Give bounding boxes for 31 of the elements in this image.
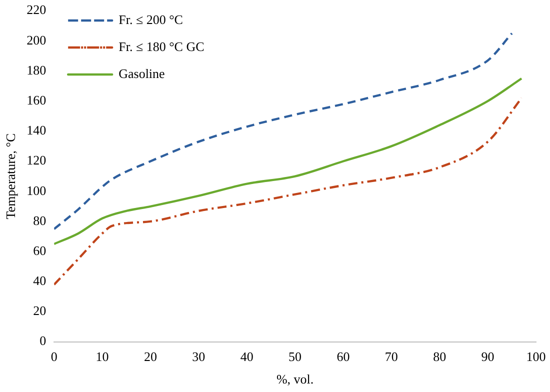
y-tick-label: 220 <box>26 2 46 18</box>
y-axis-title: Temperature, °C <box>3 133 18 220</box>
y-tick-label: 20 <box>33 303 46 318</box>
x-tick-label: 70 <box>384 349 398 364</box>
legend-label: Gasoline <box>118 66 166 81</box>
y-tick-label: 140 <box>26 122 46 138</box>
y-tick-label: 120 <box>26 152 46 168</box>
x-tick-label: 90 <box>481 349 494 364</box>
legend-label: Fr. ≤ 200 °C <box>118 12 183 27</box>
x-axis-title: %, vol. <box>276 372 314 387</box>
y-tick-label: 200 <box>26 32 46 48</box>
legend-label: Fr. ≤ 180 °C GC <box>118 38 204 54</box>
line-series <box>54 77 523 246</box>
x-tick-label: 30 <box>192 349 206 364</box>
x-tick-label: 40 <box>240 349 254 364</box>
y-tick-label: 100 <box>26 182 46 198</box>
y-tick-label: 180 <box>26 62 46 78</box>
x-tick-label: 100 <box>526 349 546 364</box>
line-series <box>54 32 514 230</box>
y-tick-label: 60 <box>33 242 46 258</box>
x-tick-label: 20 <box>144 349 157 364</box>
x-tick-label: 80 <box>433 349 446 364</box>
y-tick-label: 0 <box>40 333 46 348</box>
y-tick-label: 160 <box>26 92 46 108</box>
y-tick-label: 80 <box>33 212 46 228</box>
x-tick-label: 60 <box>336 349 350 364</box>
x-tick-label: 0 <box>50 349 58 364</box>
x-tick-label: 50 <box>288 349 302 364</box>
line-series <box>54 96 523 286</box>
x-tick-label: 10 <box>96 349 109 364</box>
y-tick-label: 40 <box>33 273 46 288</box>
